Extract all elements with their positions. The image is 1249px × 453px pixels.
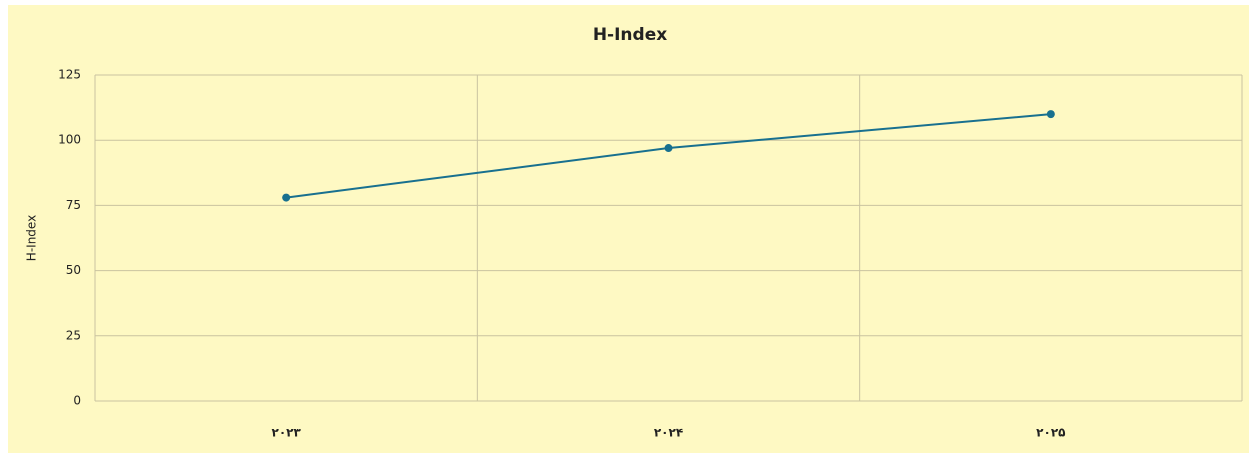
y-axis-label: H-Index [25, 215, 39, 261]
x-tick-label: ۲۰۲۵ [1036, 426, 1065, 440]
y-tick-label: 25 [66, 328, 81, 342]
y-tick-label: 75 [66, 198, 81, 212]
y-tick-label: 100 [58, 133, 81, 147]
point [282, 193, 291, 202]
point [1046, 110, 1055, 119]
point [664, 144, 673, 153]
chart-title: H-Index [593, 25, 667, 45]
x-tick-label: ۲۰۲۴ [654, 426, 683, 440]
chart-background [8, 5, 1249, 453]
y-tick-label: 0 [73, 394, 81, 408]
x-tick-label: ۲۰۲۳ [272, 426, 302, 440]
y-tick-label: 125 [58, 68, 81, 82]
y-tick-label: 50 [66, 263, 81, 277]
